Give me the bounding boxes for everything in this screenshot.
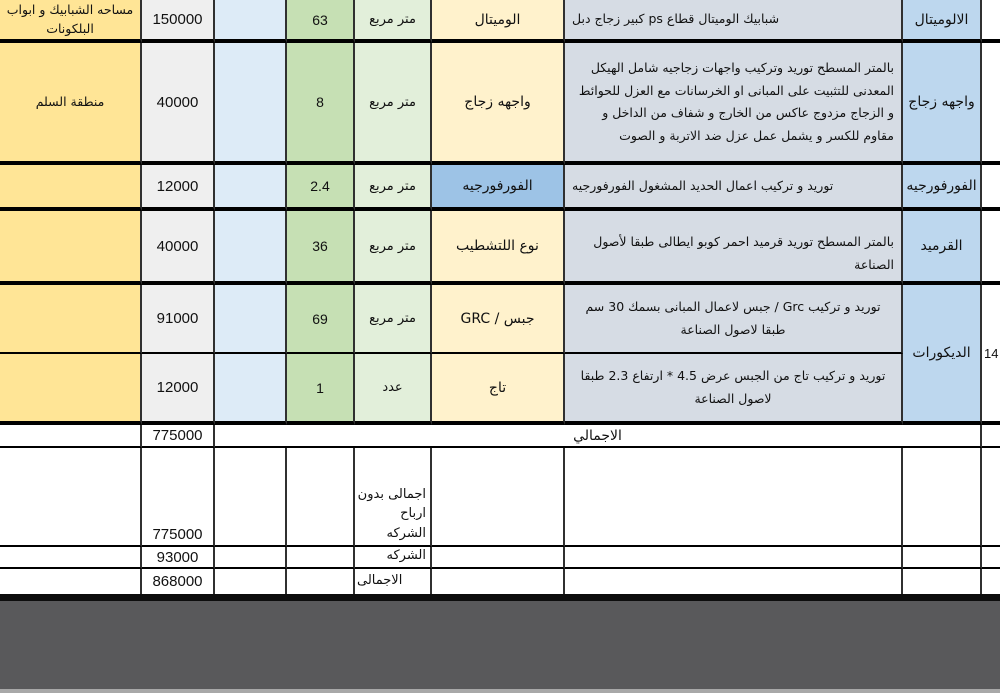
summary-amount: 93000 [142,547,215,569]
cell-unit-price-empty [215,211,287,285]
cell-empty [982,448,1000,547]
cell-description: بالمتر المسطح توريد وتركيب واجهات زجاجيه… [565,43,903,165]
cell-description: بالمتر المسطح توريد قرميد احمر كوبو ايطا… [565,211,903,285]
cell-unit: عدد [355,354,432,425]
cell-empty [215,569,287,594]
cell-unit-price-empty [215,354,287,425]
cell-item: واجهه زجاج [432,43,565,165]
cell-category: الالوميتال [903,0,982,43]
cell-note-empty [0,211,142,285]
cell-item: جبس / GRC [432,285,565,354]
cell-category-merged: الديكورات [903,285,982,425]
cell-empty [982,547,1000,569]
cell-amount: 12000 [142,354,215,425]
subtotal-amount: 775000 [142,425,215,448]
cell-empty [215,547,287,569]
cell-empty [903,547,982,569]
cell-empty [565,448,903,547]
cell-quantity: 69 [287,285,355,354]
cell-empty [215,448,287,547]
cell-note-empty [0,354,142,425]
cell-row-number-empty [982,165,1000,211]
quotation-table: مساحه الشبابيك و ابواب البلكونات 150000 … [0,0,1000,594]
cell-category: واجهه زجاج [903,43,982,165]
summary-amount: 868000 [142,569,215,594]
cell-description: توريد و تركيب Grc / جبس لاعمال المبانى ب… [565,285,903,354]
summary-label: اجمالى بدون ارباح الشركه [355,448,432,547]
cell-unit-price-empty [215,165,287,211]
cell-row-number: 14 [982,285,1000,425]
cell-empty [287,569,355,594]
cell-empty [903,569,982,594]
cell-empty [432,547,565,569]
cell-item: الفورفورجيه [432,165,565,211]
summary-amount: 775000 [142,448,215,547]
subtotal-label: الاجمالي [215,425,982,448]
cell-empty [0,547,142,569]
cell-category: القرميد [903,211,982,285]
footer-bar: MOULLAK SCAN ME [0,601,1000,689]
cell-empty [565,569,903,594]
cell-quantity: 1 [287,354,355,425]
cell-row-number-empty [982,0,1000,43]
cell-amount: 12000 [142,165,215,211]
cell-empty [982,569,1000,594]
cell-unit: متر مربع [355,0,432,43]
cell-description: توريد و تركيب اعمال الحديد المشغول الفور… [565,165,903,211]
cell-item: تاج [432,354,565,425]
cell-empty [287,448,355,547]
cell-item: نوع اللتشطيب [432,211,565,285]
cell-unit-price-empty [215,0,287,43]
cell-unit-price-empty [215,285,287,354]
summary-label: الاجمالى [355,569,432,594]
cell-note-empty [0,165,142,211]
summary-label: ارباح الشركه [355,547,432,569]
cell-note: مساحه الشبابيك و ابواب البلكونات [0,0,142,43]
cell-quantity: 36 [287,211,355,285]
cell-empty [903,448,982,547]
footer-bottom-divider [0,689,1000,693]
cell-empty [287,547,355,569]
cell-quantity: 2.4 [287,165,355,211]
cell-category: الفورفورجيه [903,165,982,211]
cell-amount: 91000 [142,285,215,354]
cell-empty [0,448,142,547]
cell-empty [432,569,565,594]
cell-description: توريد و تركيب تاج من الجبس عرض 4.5 * ارت… [565,354,903,425]
cell-note: منطقة السلم [0,43,142,165]
cell-row-number-empty [982,43,1000,165]
cell-quantity: 63 [287,0,355,43]
cell-amount: 40000 [142,43,215,165]
cell-item: الوميتال [432,0,565,43]
cell-amount: 150000 [142,0,215,43]
cell-empty [565,547,903,569]
cell-unit-price-empty [215,43,287,165]
cell-empty [0,425,142,448]
cell-description: شبابيك الوميتال قطاع ps كبير زجاج دبل [565,0,903,43]
cell-empty [0,569,142,594]
cell-amount: 40000 [142,211,215,285]
cell-empty [432,448,565,547]
cell-unit: متر مربع [355,165,432,211]
cell-row-number-empty [982,211,1000,285]
footer-top-divider [0,594,1000,601]
cell-unit: متر مربع [355,43,432,165]
cell-quantity: 8 [287,43,355,165]
cell-empty [982,425,1000,448]
cell-note-empty [0,285,142,354]
cell-unit: متر مربع [355,285,432,354]
cell-unit: متر مربع [355,211,432,285]
